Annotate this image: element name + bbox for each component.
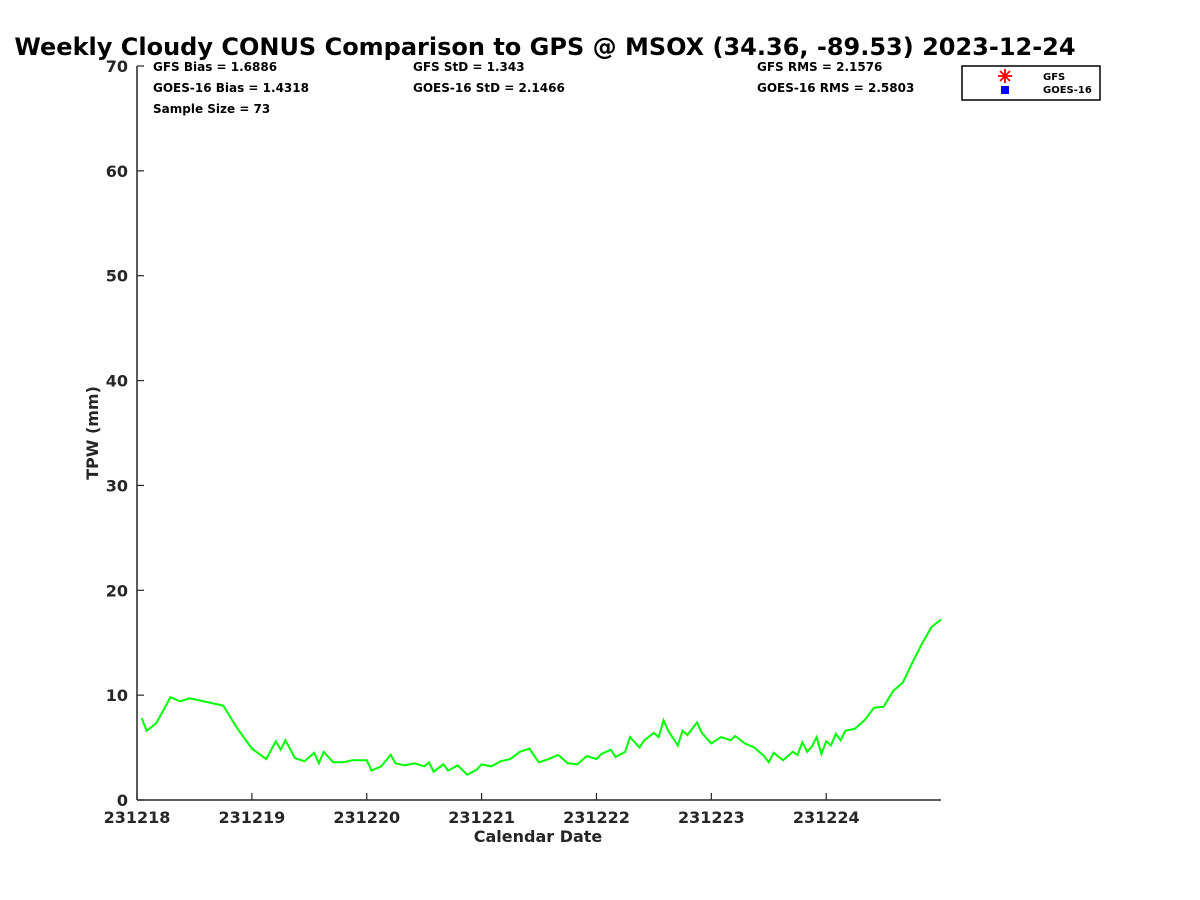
y-tick-label: 50 <box>106 267 128 286</box>
x-tick-label: 231223 <box>678 808 745 827</box>
x-tick-label: 231218 <box>104 808 171 827</box>
stat-sample-size: Sample Size = 73 <box>153 102 270 116</box>
series-line-gps <box>140 618 942 777</box>
legend: GFS GOES-16 <box>961 65 1101 101</box>
y-tick-label: 30 <box>106 476 128 495</box>
legend-label-gfs: GFS <box>1043 72 1065 83</box>
x-tick-label: 231224 <box>793 808 860 827</box>
stat-goes-rms: GOES-16 RMS = 2.5803 <box>757 81 914 95</box>
y-tick-label: 10 <box>106 686 128 705</box>
x-tick-label: 231220 <box>333 808 400 827</box>
stat-gfs-std: GFS StD = 1.343 <box>413 60 525 74</box>
stat-gfs-rms: GFS RMS = 2.1576 <box>757 60 882 74</box>
y-tick-label: 0 <box>117 791 128 810</box>
y-tick-label: 70 <box>106 57 128 76</box>
axes: 0 10 20 30 40 50 60 70 231218 231219 231220 231221 2… <box>104 57 941 827</box>
legend-label-goes16: GOES-16 <box>1043 85 1092 96</box>
chart-title: Weekly Cloudy CONUS Comparison to GPS @ … <box>14 33 1075 61</box>
y-axis-label: TPW (mm) <box>83 386 102 480</box>
x-tick-label: 231221 <box>448 808 515 827</box>
plot-area <box>140 618 942 777</box>
stat-goes-bias: GOES-16 Bias = 1.4318 <box>153 81 309 95</box>
x-tick-label: 231219 <box>218 808 285 827</box>
y-tick-label: 60 <box>106 162 128 181</box>
stat-goes-std: GOES-16 StD = 2.1466 <box>413 81 565 95</box>
x-axis-label: Calendar Date <box>474 827 603 846</box>
y-tick-label: 40 <box>106 372 128 391</box>
legend-gfs-marker <box>998 69 1012 83</box>
legend-box <box>961 65 1101 101</box>
y-tick-label: 20 <box>106 581 128 600</box>
stat-gfs-bias: GFS Bias = 1.6886 <box>153 60 277 74</box>
legend-goes16-marker <box>1001 86 1009 94</box>
x-tick-label: 231222 <box>563 808 630 827</box>
